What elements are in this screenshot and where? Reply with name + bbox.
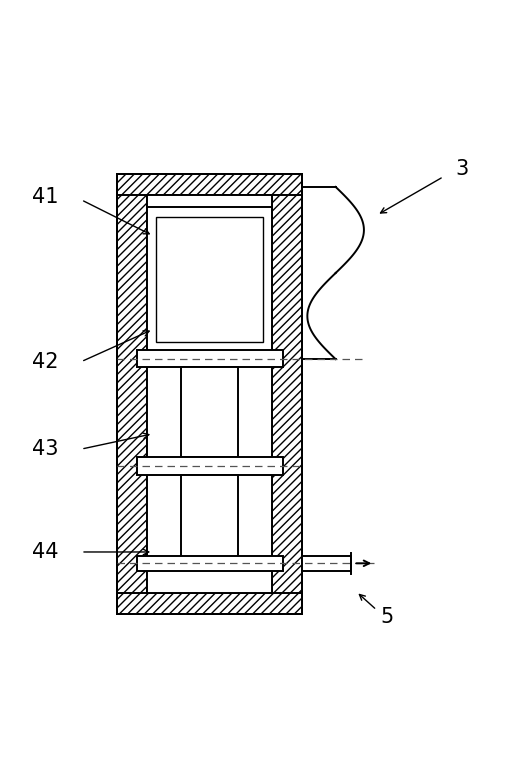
Bar	[147, 207, 272, 352]
Bar	[136, 350, 283, 367]
Text: 3: 3	[455, 159, 468, 179]
Bar	[272, 174, 302, 614]
Bar	[147, 194, 272, 593]
Bar	[181, 367, 238, 457]
Bar	[117, 174, 302, 614]
Bar	[156, 217, 263, 342]
Bar	[136, 457, 283, 475]
Bar	[117, 593, 302, 614]
Bar	[136, 555, 283, 571]
Text: 5: 5	[381, 608, 393, 627]
Bar	[117, 174, 147, 614]
Text: 41: 41	[32, 187, 58, 207]
Text: 43: 43	[32, 439, 58, 459]
Bar	[302, 555, 351, 571]
Text: 44: 44	[32, 542, 58, 562]
Bar	[117, 174, 302, 194]
Text: 42: 42	[32, 352, 58, 372]
Bar	[181, 475, 238, 557]
